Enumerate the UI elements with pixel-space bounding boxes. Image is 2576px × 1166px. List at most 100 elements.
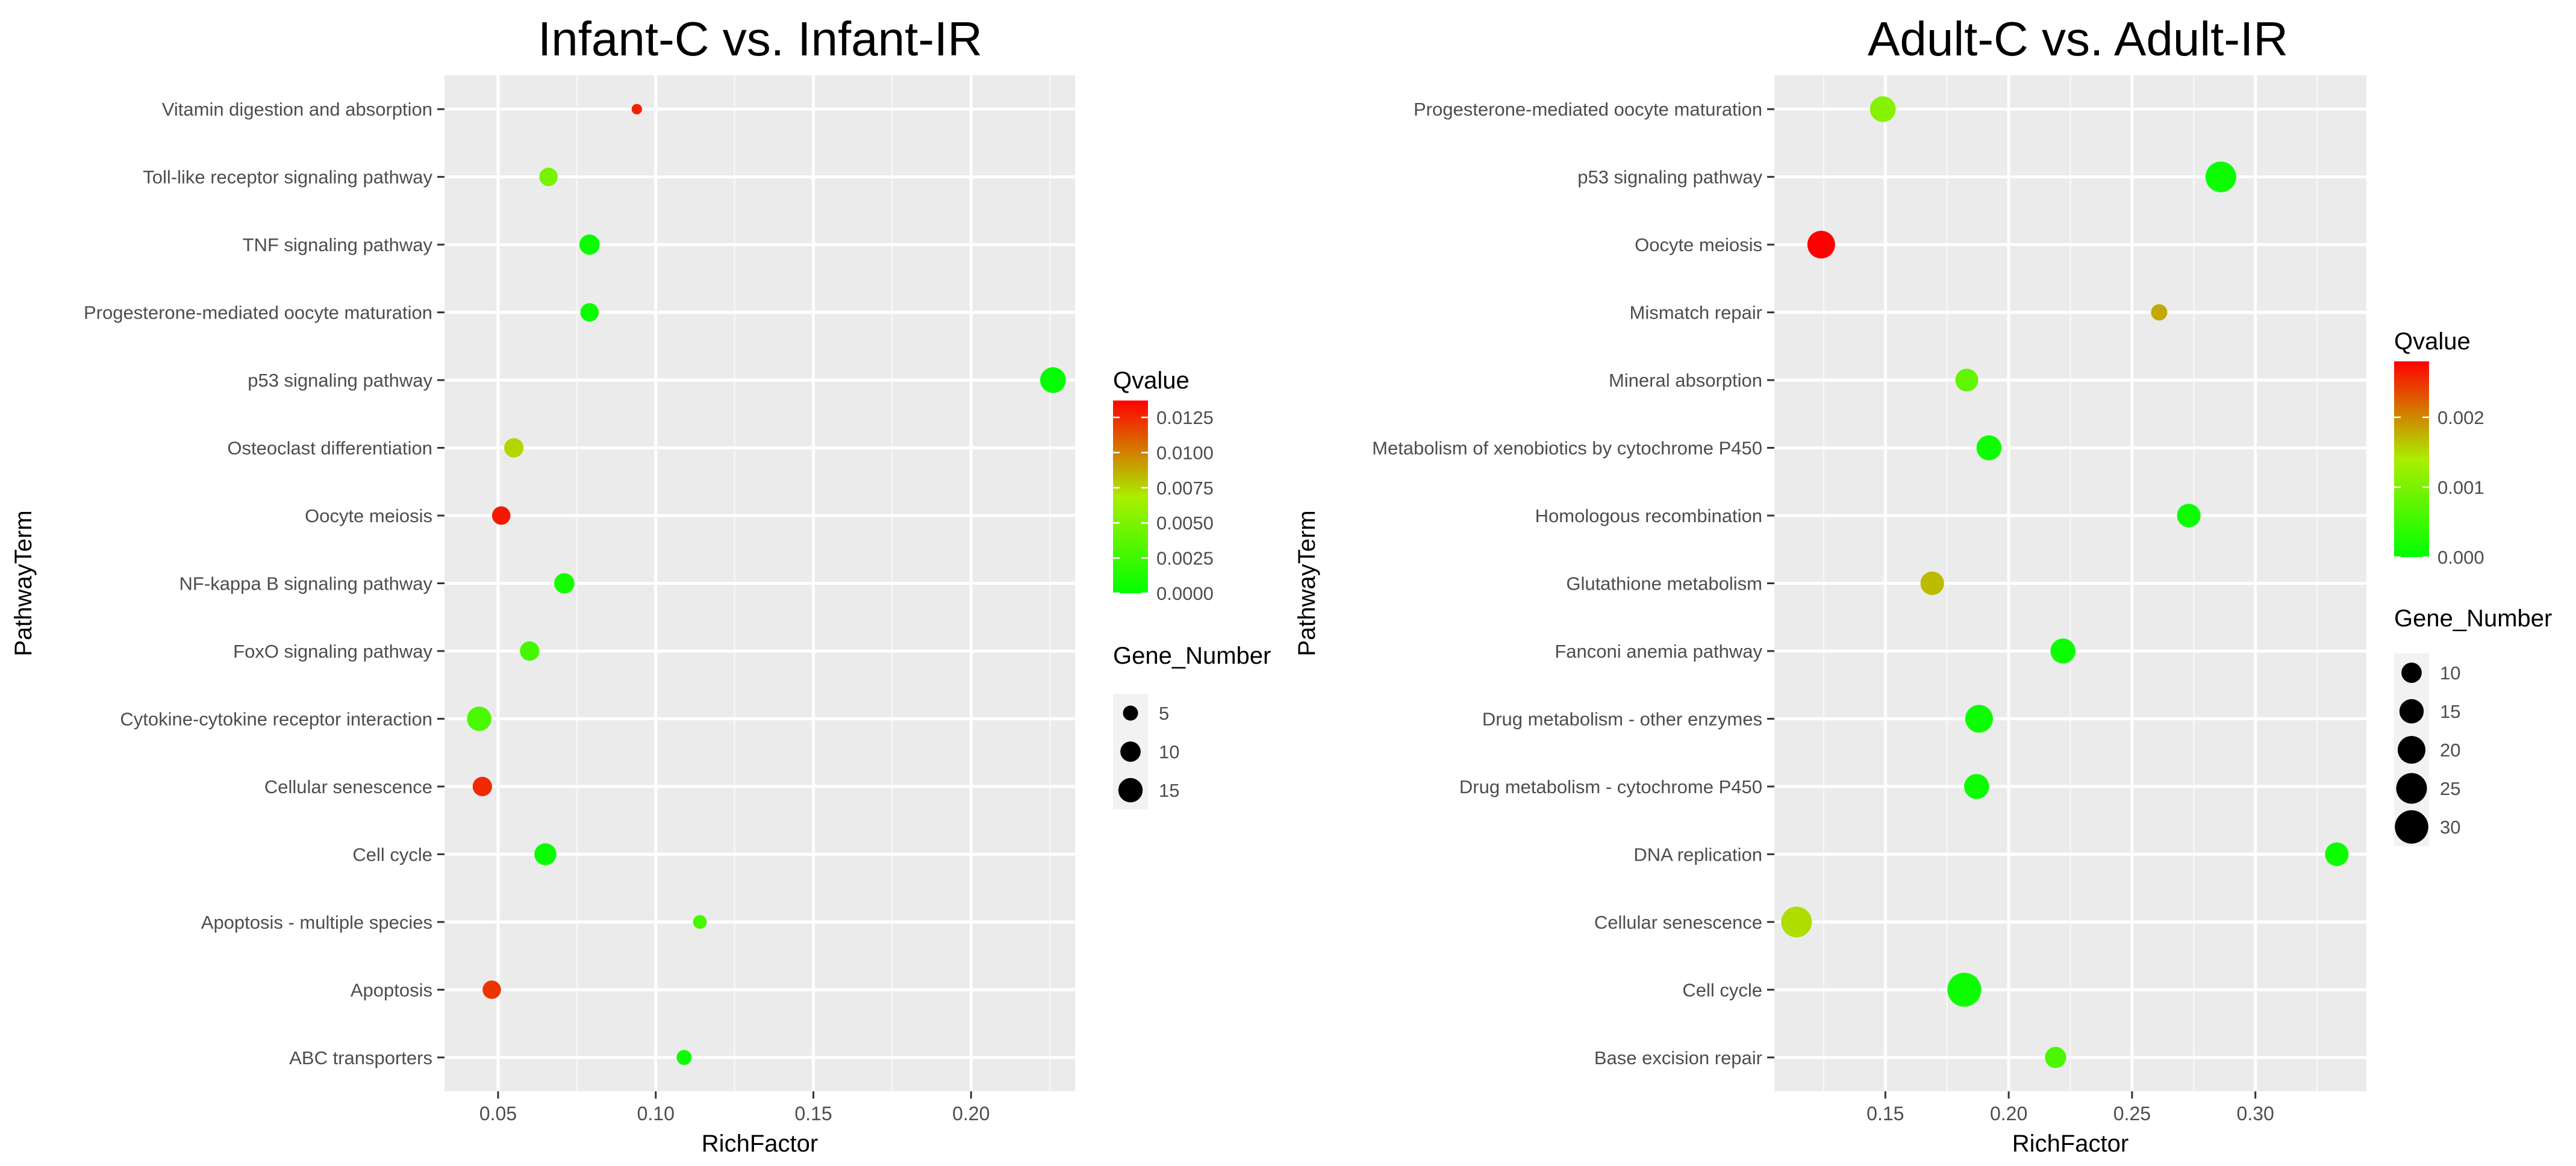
data-point <box>491 506 511 525</box>
size-legend-dot <box>1118 778 1143 803</box>
data-point <box>1955 369 1979 392</box>
data-point <box>2045 1047 2066 1068</box>
size-legend-label: 20 <box>2440 740 2460 761</box>
color-legend-label: 0.0000 <box>1156 583 1214 604</box>
y-axis-label: PathwayTerm <box>10 510 37 656</box>
y-tick-label: Cellular senescence <box>1594 912 1762 933</box>
x-axis-label: RichFactor <box>702 1130 818 1157</box>
y-tick-label: Oocyte meiosis <box>1635 234 1762 255</box>
y-tick-label: Apoptosis - multiple species <box>201 912 432 933</box>
y-tick-label: TNF signaling pathway <box>243 234 433 255</box>
size-legend-dot <box>2399 699 2424 724</box>
size-legend-dot <box>1120 741 1141 762</box>
y-tick-label: Fanconi anemia pathway <box>1555 641 1762 662</box>
data-point <box>1870 96 1896 122</box>
size-legend-label: 30 <box>2440 817 2460 838</box>
data-point <box>631 104 642 114</box>
x-axis-label: RichFactor <box>2012 1130 2128 1157</box>
data-point <box>579 234 600 255</box>
y-tick-label: FoxO signaling pathway <box>233 641 432 662</box>
data-point <box>1040 367 1066 393</box>
size-legend-label: 15 <box>1159 780 1179 801</box>
color-legend-label: 0.001 <box>2437 477 2484 498</box>
y-tick-label: Base excision repair <box>1594 1047 1762 1068</box>
data-point <box>504 438 524 458</box>
y-tick-label: Progesterone-mediated oocyte maturation <box>84 302 432 323</box>
data-point <box>539 167 558 186</box>
data-point <box>534 843 557 865</box>
size-legend-dot <box>2396 773 2427 804</box>
size-legend-title: Gene_Number <box>2394 605 2552 632</box>
color-legend-bar <box>1113 401 1148 593</box>
x-tick-label: 0.15 <box>794 1103 832 1124</box>
color-legend-title: Qvalue <box>1113 367 1190 394</box>
y-tick-label: Progesterone-mediated oocyte maturation <box>1414 99 1762 120</box>
color-legend-label: 0.002 <box>2437 407 2484 428</box>
data-point <box>472 776 492 796</box>
y-tick-label: DNA replication <box>1633 844 1762 865</box>
x-tick-label: 0.05 <box>479 1103 517 1124</box>
color-legend-label: 0.0125 <box>1156 407 1214 428</box>
chart-title: Infant-C vs. Infant-IR <box>538 12 982 66</box>
y-tick-label: Drug metabolism - other enzymes <box>1482 708 1762 729</box>
color-legend-label: 0.000 <box>2437 547 2484 568</box>
color-legend-label: 0.0100 <box>1156 442 1214 463</box>
y-tick-label: Vitamin digestion and absorption <box>162 99 432 120</box>
size-legend-label: 25 <box>2440 778 2460 799</box>
data-point <box>520 641 540 661</box>
x-tick-label: 0.15 <box>1867 1103 1904 1124</box>
x-tick-label: 0.20 <box>1990 1103 2027 1124</box>
size-legend-label: 15 <box>2440 701 2460 722</box>
y-tick-label: Glutathione metabolism <box>1566 573 1762 594</box>
data-point <box>2325 842 2349 866</box>
size-legend-label: 5 <box>1159 703 1169 724</box>
y-tick-label: Cell cycle <box>1682 979 1762 1000</box>
chart-title: Adult-C vs. Adult-IR <box>1868 12 2288 66</box>
x-tick-label: 0.10 <box>637 1103 675 1124</box>
data-point <box>2151 304 2168 321</box>
data-point <box>2050 638 2076 664</box>
data-point <box>467 706 491 731</box>
y-tick-label: Oocyte meiosis <box>305 505 432 526</box>
y-axis-label: PathwayTerm <box>1294 510 1320 656</box>
size-legend-dot <box>2395 810 2428 844</box>
y-tick-label: Cellular senescence <box>264 776 432 797</box>
size-legend-dot <box>1123 705 1138 721</box>
y-tick-label: Cytokine-cytokine receptor interaction <box>120 708 432 729</box>
data-point <box>482 980 501 999</box>
data-point <box>1976 435 2002 461</box>
y-tick-label: Mineral absorption <box>1609 370 1762 391</box>
size-legend-label: 10 <box>2440 662 2460 684</box>
data-point <box>1807 231 1835 259</box>
y-tick-label: Cell cycle <box>352 844 432 865</box>
y-tick-label: Toll-like receptor signaling pathway <box>143 167 432 188</box>
color-legend-title: Qvalue <box>2394 328 2471 355</box>
y-tick-label: NF-kappa B signaling pathway <box>179 573 433 594</box>
y-tick-label: Metabolism of xenobiotics by cytochrome … <box>1372 438 1762 459</box>
data-point <box>2205 161 2236 193</box>
y-tick-label: Mismatch repair <box>1630 302 1763 323</box>
y-tick-label: Homologous recombination <box>1535 505 1762 526</box>
x-tick-label: 0.30 <box>2237 1103 2274 1124</box>
size-legend-title: Gene_Number <box>1113 643 1271 669</box>
data-point <box>1947 973 1982 1007</box>
color-legend-label: 0.0025 <box>1156 548 1214 569</box>
data-point <box>693 915 707 929</box>
size-legend-label: 10 <box>1159 741 1179 762</box>
color-legend-bar <box>2394 361 2429 557</box>
y-tick-label: ABC transporters <box>289 1047 432 1068</box>
y-tick-label: p53 signaling pathway <box>1577 167 1762 188</box>
data-point <box>676 1050 692 1065</box>
color-legend-label: 0.0050 <box>1156 513 1214 534</box>
x-tick-label: 0.20 <box>952 1103 990 1124</box>
data-point <box>1920 571 1944 596</box>
chart-panel-2: Progesterone-mediated oocyte maturation p… <box>1294 12 2552 1157</box>
size-legend-dot <box>2397 735 2426 764</box>
y-tick-label: p53 signaling pathway <box>248 370 432 391</box>
data-point <box>554 573 575 594</box>
data-point <box>580 303 599 322</box>
y-tick-label: Osteoclast differentiation <box>227 438 432 459</box>
data-point <box>1964 774 1989 799</box>
data-point <box>1781 906 1812 938</box>
